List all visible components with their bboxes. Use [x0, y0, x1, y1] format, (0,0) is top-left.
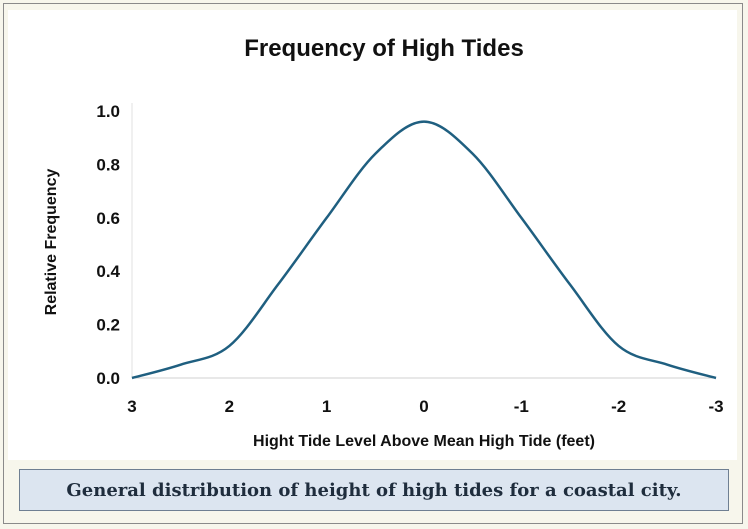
- y-tick-label: 0.2: [96, 316, 120, 335]
- distribution-curve: [131, 120, 717, 380]
- y-tick-labels: 0.0 0.2 0.4 0.6 0.8 1.0: [96, 102, 120, 388]
- x-tick-label: -2: [611, 397, 626, 416]
- y-tick-label: 0.8: [96, 155, 120, 174]
- x-tick-label: -3: [708, 397, 723, 416]
- x-tick-label: -1: [514, 397, 529, 416]
- figure-frame: Frequency of High Tides 0.0 0.2 0.4 0.6 0.8 1…: [3, 3, 743, 524]
- y-tick-label: 0.6: [96, 209, 120, 228]
- y-tick-label: 1.0: [96, 102, 120, 121]
- tide-frequency-chart: Frequency of High Tides 0.0 0.2 0.4 0.6 0.8 1…: [43, 35, 724, 450]
- x-tick-label: 2: [225, 397, 234, 416]
- chart-title: Frequency of High Tides: [244, 35, 524, 62]
- x-tick-label: 1: [322, 397, 331, 416]
- chart-panel: Frequency of High Tides 0.0 0.2 0.4 0.6 0.8 1…: [8, 10, 737, 460]
- y-tick-label: 0.4: [96, 262, 120, 281]
- y-axis-label: Relative Frequency: [43, 169, 60, 316]
- y-tick-label: 0.0: [96, 369, 120, 388]
- x-tick-label: 0: [419, 397, 428, 416]
- x-tick-label: 3: [127, 397, 136, 416]
- figure-caption: General distribution of height of high t…: [19, 469, 729, 511]
- x-axis-label: Hight Tide Level Above Mean High Tide (f…: [253, 433, 595, 450]
- x-tick-labels: 3 2 1 0 -1 -2 -3: [127, 397, 723, 416]
